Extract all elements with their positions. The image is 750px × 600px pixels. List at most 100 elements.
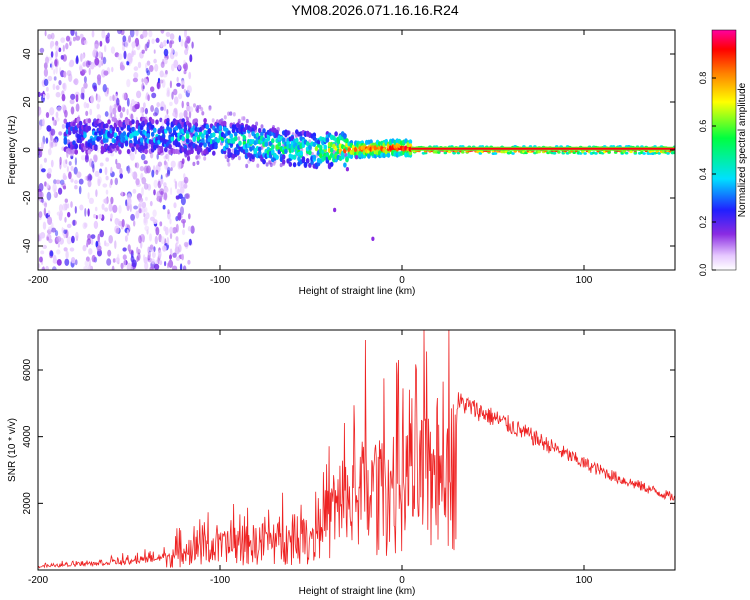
colorbar-tick-label: 0.0 [698, 264, 708, 277]
spectrogram-cell [193, 103, 196, 108]
spectrogram-cell [164, 261, 167, 267]
spectrogram-cell [93, 155, 98, 163]
spectrogram-cell [55, 50, 58, 58]
spectrogram-cell [60, 55, 64, 60]
spectrogram-cell [461, 150, 465, 154]
spectrogram-cell [136, 246, 139, 254]
spectrogram-cell [180, 180, 184, 188]
snr-y-label: SNR (10 * v/v) [7, 418, 18, 482]
spectrogram-cell [83, 266, 89, 270]
spectrogram-cell [196, 108, 200, 114]
spectrogram-cell [329, 147, 334, 153]
spectrogram-cell [38, 234, 41, 242]
spectrogram-cell [666, 152, 670, 155]
spectrogram-cell [180, 196, 186, 206]
spectrogram-cell [62, 83, 66, 90]
spectrogram-cell [109, 105, 113, 114]
spectrogram-cell [40, 191, 44, 199]
spectrogram-cell [187, 226, 192, 232]
spectrogram-cell [157, 161, 163, 167]
spectrogram-cell [133, 50, 136, 56]
spectrogram-cell [349, 153, 354, 159]
spectrogram-cell [122, 92, 127, 101]
spectrogram-cell [49, 107, 55, 116]
spectrogram-cell [185, 193, 191, 200]
spectrogram-cell [39, 47, 45, 54]
spectrogram-cell [93, 220, 99, 229]
spectrogram-cell [41, 168, 46, 173]
spectrogram-cell [88, 197, 94, 204]
spectrogram-cell [63, 175, 67, 181]
spectrogram-cell [131, 119, 135, 125]
spectrogram-cell [132, 188, 137, 194]
spectrogram-cell [155, 119, 159, 125]
spectrogram-cell [68, 171, 72, 180]
spectrogram-cell [294, 133, 298, 138]
spectrogram-cell [139, 233, 145, 242]
spectrogram-cell [50, 159, 54, 168]
spectrogram-cell [168, 143, 172, 150]
spectrogram-y-tick-label: 20 [22, 96, 33, 108]
spectrogram-cell [150, 118, 155, 125]
spectrogram-cell [143, 102, 146, 109]
spectrogram-cell [159, 79, 164, 84]
spectrogram-cell [183, 176, 189, 184]
spectrogram-cell [135, 210, 140, 219]
spectrogram-cell [42, 266, 45, 270]
spectrogram-cell [90, 234, 96, 240]
spectrogram-cell [104, 197, 109, 205]
spectrogram-cell [160, 178, 163, 186]
spectrogram-cell [194, 122, 199, 128]
spectrogram-cell [64, 198, 69, 203]
spectrogram-cell [69, 247, 75, 252]
spectrogram-y-tick-label: 40 [22, 48, 33, 60]
spectrogram-cell [98, 51, 102, 59]
spectrogram-cell [122, 45, 125, 51]
spectrogram-cell [55, 111, 59, 119]
spectrogram-cell [53, 254, 57, 264]
spectrogram-cell [118, 204, 122, 214]
spectrogram-cell [139, 166, 145, 172]
spectrogram-cell [225, 142, 229, 148]
spectrogram-cell [229, 133, 234, 139]
spectrogram-cell [108, 203, 113, 212]
spectrogram-cell [151, 38, 155, 45]
spectrogram-cell [117, 105, 122, 113]
spectrogram-cell [152, 209, 157, 217]
spectrogram-cell [115, 126, 120, 132]
spectrogram-cell [134, 37, 140, 47]
spectrogram-cell [38, 91, 41, 98]
snr-line [38, 330, 675, 569]
spectrogram-cell [132, 77, 138, 83]
spectrogram-cell [256, 163, 260, 168]
spectrogram-cell [111, 66, 114, 73]
spectrogram-cell [224, 154, 228, 159]
spectrogram-cell [182, 265, 187, 270]
colorbar-label: Normalized spectral amplitude [737, 82, 748, 217]
spectrogram-cell [38, 147, 41, 156]
spectrogram-cell [154, 263, 160, 270]
spectrogram-cell [138, 208, 142, 214]
spectrogram-cell [151, 92, 157, 99]
spectrogram-cell [122, 123, 127, 129]
spectrogram-cell [325, 137, 330, 143]
spectrogram-cell [54, 58, 59, 68]
spectrogram-cell [141, 201, 147, 209]
spectrogram-cell [126, 108, 129, 116]
spectrogram-cell [633, 151, 638, 154]
spectrogram-cell [128, 35, 131, 43]
spectrogram-cell [169, 80, 172, 89]
spectrogram-cell [314, 146, 319, 152]
spectrogram-cell [47, 216, 53, 225]
spectrogram-cell [275, 154, 279, 160]
spectrogram-cell [47, 148, 52, 156]
spectrogram-cell [79, 33, 84, 39]
spectrogram-cell [80, 92, 84, 100]
spectrogram-cell [150, 86, 155, 92]
spectrogram-cell [62, 44, 65, 52]
spectrogram-cell [105, 157, 109, 162]
spectrogram-cell [112, 94, 115, 102]
spectrogram-y-ticks: -40 -20 0 20 40 [22, 48, 675, 253]
spectrogram-cell [281, 159, 286, 165]
spectrogram-cell [169, 40, 173, 49]
